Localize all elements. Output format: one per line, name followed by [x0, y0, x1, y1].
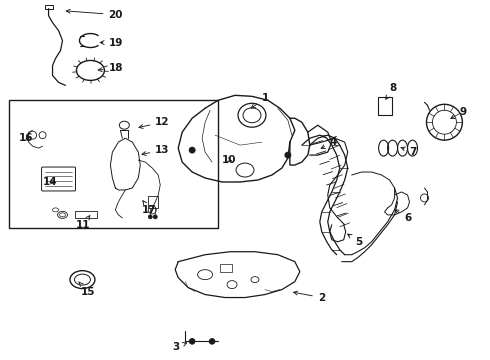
Circle shape [189, 147, 195, 153]
Text: 19: 19 [100, 37, 123, 48]
Text: 3: 3 [172, 342, 187, 352]
Bar [148, 196, 158, 208]
Text: 16: 16 [19, 133, 33, 143]
Bar [378, 97, 392, 115]
Bar [75, 211, 98, 218]
Circle shape [148, 215, 152, 219]
Text: 15: 15 [78, 282, 95, 297]
Text: 13: 13 [142, 145, 170, 156]
Circle shape [209, 339, 215, 344]
Text: 4: 4 [321, 137, 337, 148]
Text: 6: 6 [395, 210, 412, 223]
Text: 9: 9 [451, 107, 466, 118]
Circle shape [189, 339, 195, 344]
Circle shape [153, 215, 157, 219]
Text: 1: 1 [251, 93, 269, 108]
Text: 12: 12 [139, 117, 170, 129]
Text: 20: 20 [66, 9, 123, 20]
Bar [220, 264, 232, 272]
Text: 8: 8 [386, 84, 397, 99]
Text: 5: 5 [348, 234, 362, 247]
Text: 7: 7 [401, 147, 417, 157]
Text: 18: 18 [98, 63, 123, 73]
Text: 10: 10 [222, 155, 237, 165]
Text: 17: 17 [142, 201, 157, 215]
Text: 2: 2 [294, 291, 325, 302]
Text: 11: 11 [75, 216, 90, 230]
Text: 14: 14 [43, 177, 57, 187]
Bar [45, 5, 52, 9]
Bar [9, 100, 218, 228]
Circle shape [285, 152, 291, 158]
